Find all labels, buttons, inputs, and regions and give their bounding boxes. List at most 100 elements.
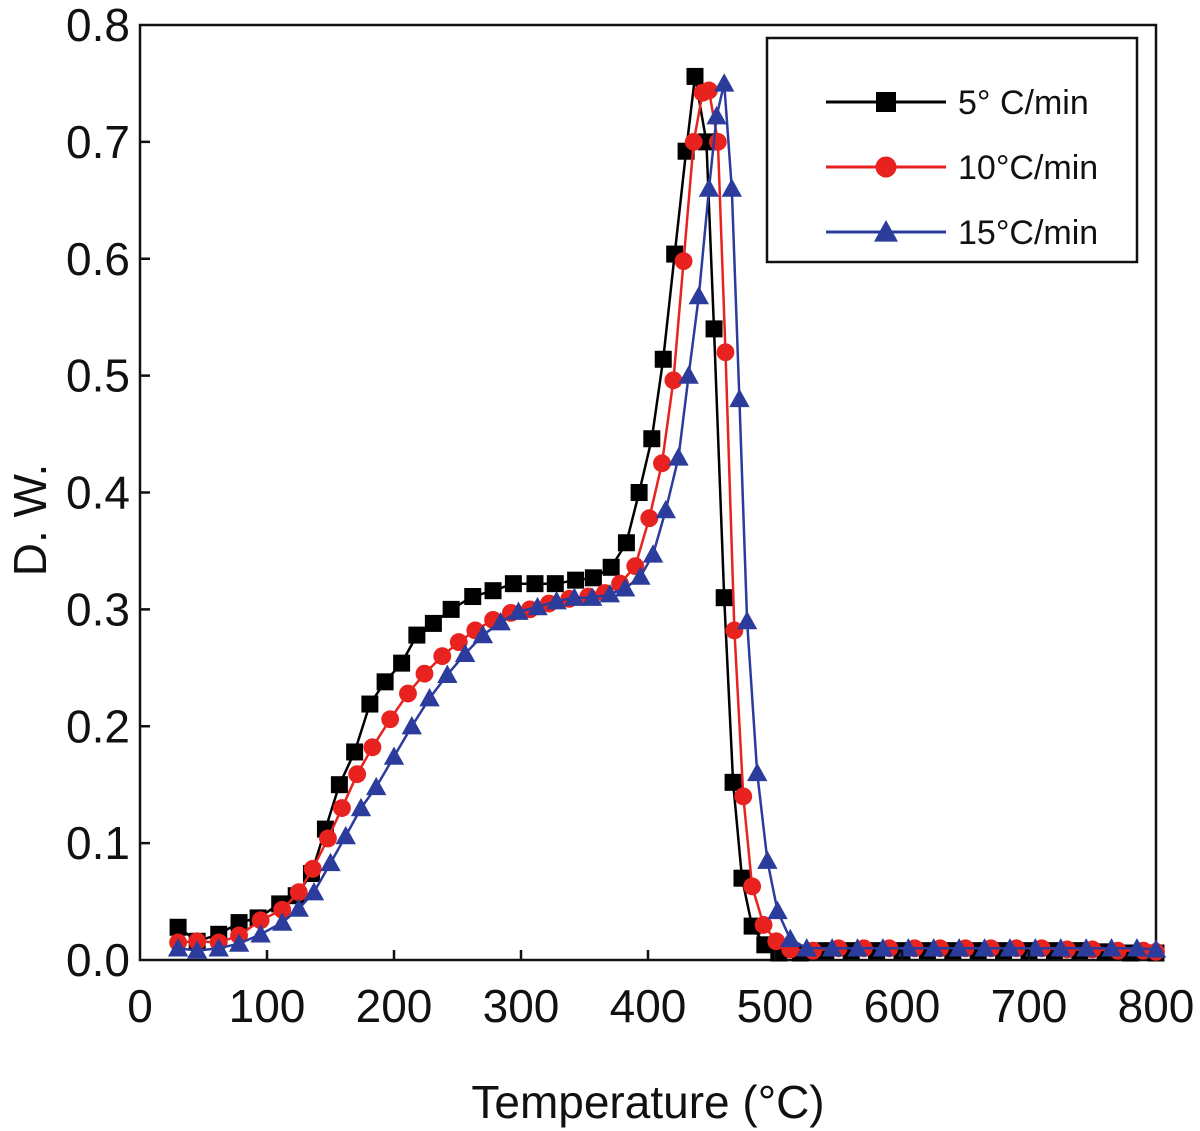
- legend-box: [765, 36, 1139, 264]
- legend-marker: [875, 156, 897, 178]
- data-point: [527, 596, 548, 616]
- data-point: [642, 544, 664, 563]
- data-point: [734, 787, 753, 806]
- data-point: [686, 67, 704, 85]
- x-axis: 0 100 200 300 400 500 600 700 800: [127, 950, 1194, 1032]
- data-point: [424, 614, 442, 632]
- data-point: [330, 776, 348, 794]
- data-point: [708, 132, 727, 151]
- data-point: [780, 928, 801, 948]
- data-point: [319, 829, 337, 848]
- data-point: [923, 938, 944, 957]
- data-point: [796, 938, 817, 957]
- data-point: [668, 447, 689, 466]
- x-tick-label: 200: [356, 980, 433, 1032]
- data-point: [442, 600, 460, 618]
- data-point: [564, 587, 585, 606]
- data-point: [664, 371, 683, 390]
- data-point: [599, 583, 621, 603]
- y-tick-label: 0.0: [66, 934, 130, 986]
- data-point: [381, 710, 400, 729]
- data-point: [715, 589, 733, 607]
- data-point: [1145, 939, 1167, 958]
- data-point: [698, 178, 720, 197]
- legend-entry: 10°C/min: [826, 149, 1098, 187]
- y-axis: 0.0 0.1 0.2 0.3 0.4 0.5 0.6 0.7 0.8: [66, 0, 150, 986]
- data-point: [767, 932, 786, 951]
- data-point: [729, 388, 750, 408]
- data-point: [399, 684, 417, 703]
- data-point: [974, 938, 995, 957]
- data-point: [640, 509, 659, 528]
- data-point: [714, 73, 735, 92]
- data-point: [208, 938, 229, 957]
- data-point: [1050, 938, 1071, 957]
- data-point: [736, 610, 758, 630]
- y-tick-label: 0.5: [66, 350, 130, 402]
- data-point: [1101, 938, 1122, 957]
- data-point: [546, 575, 564, 593]
- data-point: [272, 912, 293, 931]
- x-tick-label: 400: [610, 980, 687, 1032]
- data-point: [674, 252, 693, 271]
- x-tick-label: 600: [864, 980, 941, 1032]
- data-point: [678, 365, 699, 384]
- legend-label: 15°C/min: [958, 214, 1098, 252]
- legend-entry: 15°C/min: [826, 214, 1098, 252]
- data-point: [437, 664, 458, 683]
- data-point: [169, 918, 187, 936]
- data-point: [757, 850, 778, 869]
- data-point: [464, 588, 482, 606]
- data-point: [228, 933, 250, 952]
- legend: 5° C/min 10°C/min 15°C/min: [765, 36, 1139, 264]
- data-point: [688, 285, 709, 305]
- legend-entry: 5° C/min: [826, 84, 1089, 122]
- data-point: [581, 587, 603, 606]
- x-tick-label: 0: [127, 980, 153, 1032]
- data-point: [383, 746, 405, 765]
- x-tick-label: 100: [229, 980, 306, 1032]
- data-point: [872, 938, 894, 957]
- y-tick-label: 0.1: [66, 817, 130, 869]
- data-point: [366, 776, 387, 796]
- data-point: [630, 566, 651, 585]
- data-point: [251, 911, 270, 930]
- data-point: [408, 626, 426, 644]
- data-point: [700, 81, 718, 100]
- data-point: [230, 914, 248, 932]
- data-point: [705, 320, 723, 338]
- data-point: [303, 859, 322, 878]
- data-point: [999, 938, 1021, 957]
- data-point: [401, 716, 422, 735]
- x-tick-label: 300: [483, 980, 560, 1032]
- x-axis-title: Temperature (°C): [471, 1076, 824, 1128]
- data-point: [393, 654, 411, 672]
- series-triangle: [167, 73, 1167, 959]
- data-point: [361, 695, 379, 713]
- data-point: [653, 454, 671, 473]
- data-point: [348, 765, 367, 784]
- data-point: [1075, 938, 1097, 957]
- data-point: [743, 877, 762, 896]
- data-point: [335, 825, 356, 845]
- data-point: [948, 938, 970, 957]
- x-tick-label: 500: [737, 980, 814, 1032]
- data-point: [273, 900, 292, 919]
- data-point: [186, 940, 208, 959]
- data-point: [504, 575, 522, 593]
- data-point: [654, 350, 672, 368]
- data-point: [484, 582, 502, 600]
- data-point: [614, 578, 636, 597]
- data-point: [419, 688, 440, 707]
- y-axis-title: D. W.: [4, 464, 56, 576]
- data-point: [617, 534, 635, 552]
- data-point: [630, 484, 648, 501]
- legend-marker: [876, 92, 896, 112]
- legend-label: 5° C/min: [958, 84, 1089, 122]
- data-point: [363, 738, 382, 757]
- x-tick-label: 700: [991, 980, 1068, 1032]
- data-point: [821, 938, 843, 957]
- y-tick-label: 0.4: [66, 467, 130, 519]
- data-point: [684, 132, 703, 151]
